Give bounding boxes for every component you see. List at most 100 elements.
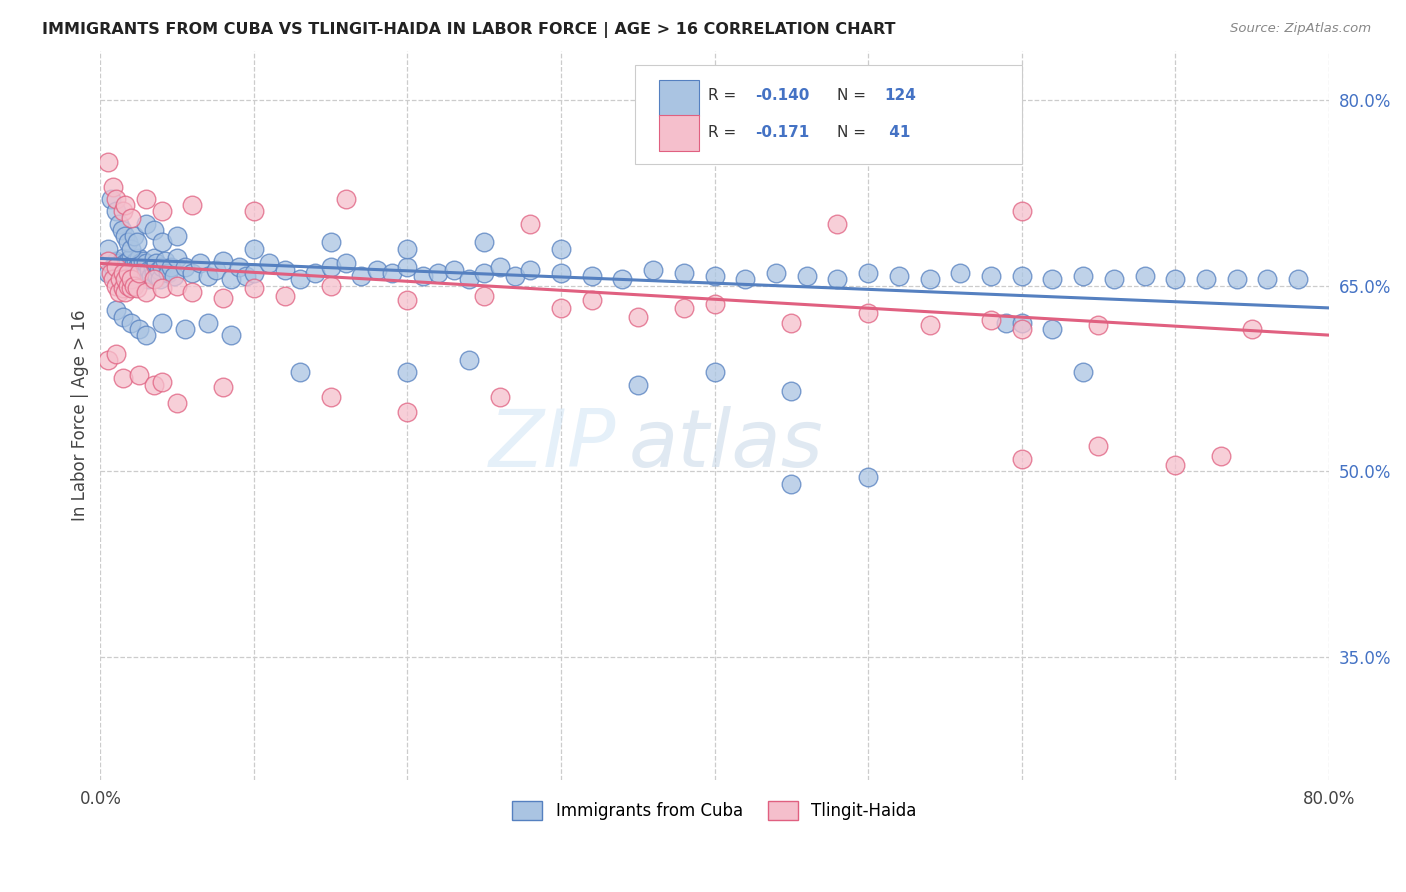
Text: Source: ZipAtlas.com: Source: ZipAtlas.com [1230,22,1371,36]
Point [288,272,311,286]
Point [350,268,373,283]
Point [612,272,634,286]
Point [995,316,1018,330]
Point [1011,451,1033,466]
Point [472,266,495,280]
Point [856,266,879,280]
Point [97,266,120,280]
Point [488,260,510,274]
Text: R =: R = [709,125,741,140]
Point [112,281,135,295]
Point [503,268,526,283]
Point [135,217,157,231]
Point [97,253,120,268]
Point [173,322,195,336]
Point [100,266,122,280]
Point [204,262,226,277]
Point [519,217,541,231]
Point [112,371,135,385]
Point [1195,272,1218,286]
Text: atlas: atlas [628,406,824,483]
Point [150,281,173,295]
Point [219,328,242,343]
Point [827,272,849,286]
Point [120,252,142,266]
Point [112,310,135,324]
Point [120,260,142,274]
Point [166,252,188,266]
Point [519,262,541,277]
Point [1286,272,1309,286]
Point [143,266,166,280]
Point [110,272,132,286]
Point [765,266,787,280]
Point [104,278,127,293]
Point [235,268,257,283]
Point [366,262,388,277]
Point [887,268,910,283]
Point [128,252,150,266]
Point [115,266,138,280]
Point [134,268,156,283]
Legend: Immigrants from Cuba, Tlingit-Haida: Immigrants from Cuba, Tlingit-Haida [506,794,924,827]
Point [132,253,155,268]
Point [335,192,357,206]
Point [228,260,250,274]
Point [856,306,879,320]
Point [1164,458,1187,472]
Point [114,285,136,299]
Point [145,256,167,270]
Point [117,235,139,250]
Point [856,470,879,484]
Point [780,476,803,491]
Point [672,266,695,280]
Point [111,223,134,237]
Point [918,318,941,333]
Point [100,192,122,206]
Point [472,288,495,302]
Point [142,260,165,274]
Point [1133,268,1156,283]
Point [319,260,342,274]
Point [243,281,266,295]
Text: N =: N = [838,88,872,103]
Point [120,272,142,286]
Point [166,229,188,244]
Point [319,235,342,250]
Y-axis label: In Labor Force | Age > 16: In Labor Force | Age > 16 [72,310,89,521]
Point [197,268,219,283]
FancyBboxPatch shape [659,80,699,116]
Point [121,260,143,274]
Point [550,242,572,256]
Point [1226,272,1249,286]
Text: N =: N = [838,125,872,140]
Text: -0.140: -0.140 [755,88,810,103]
Text: 41: 41 [884,125,911,140]
Point [104,303,127,318]
FancyBboxPatch shape [659,115,699,151]
Point [672,301,695,315]
Point [627,377,650,392]
Point [117,266,139,280]
Point [97,242,120,256]
Point [143,223,166,237]
Point [112,252,135,266]
Point [118,268,141,283]
Point [138,262,160,277]
Point [427,266,450,280]
Point [1164,272,1187,286]
Point [114,198,136,212]
Point [122,229,145,244]
Point [219,272,242,286]
Point [443,262,465,277]
Point [107,217,129,231]
Point [980,313,1002,327]
Point [127,281,149,295]
Point [396,365,419,379]
Point [949,266,972,280]
Point [259,256,281,270]
Text: R =: R = [709,88,741,103]
Point [104,204,127,219]
Point [127,260,149,274]
Point [1087,318,1109,333]
